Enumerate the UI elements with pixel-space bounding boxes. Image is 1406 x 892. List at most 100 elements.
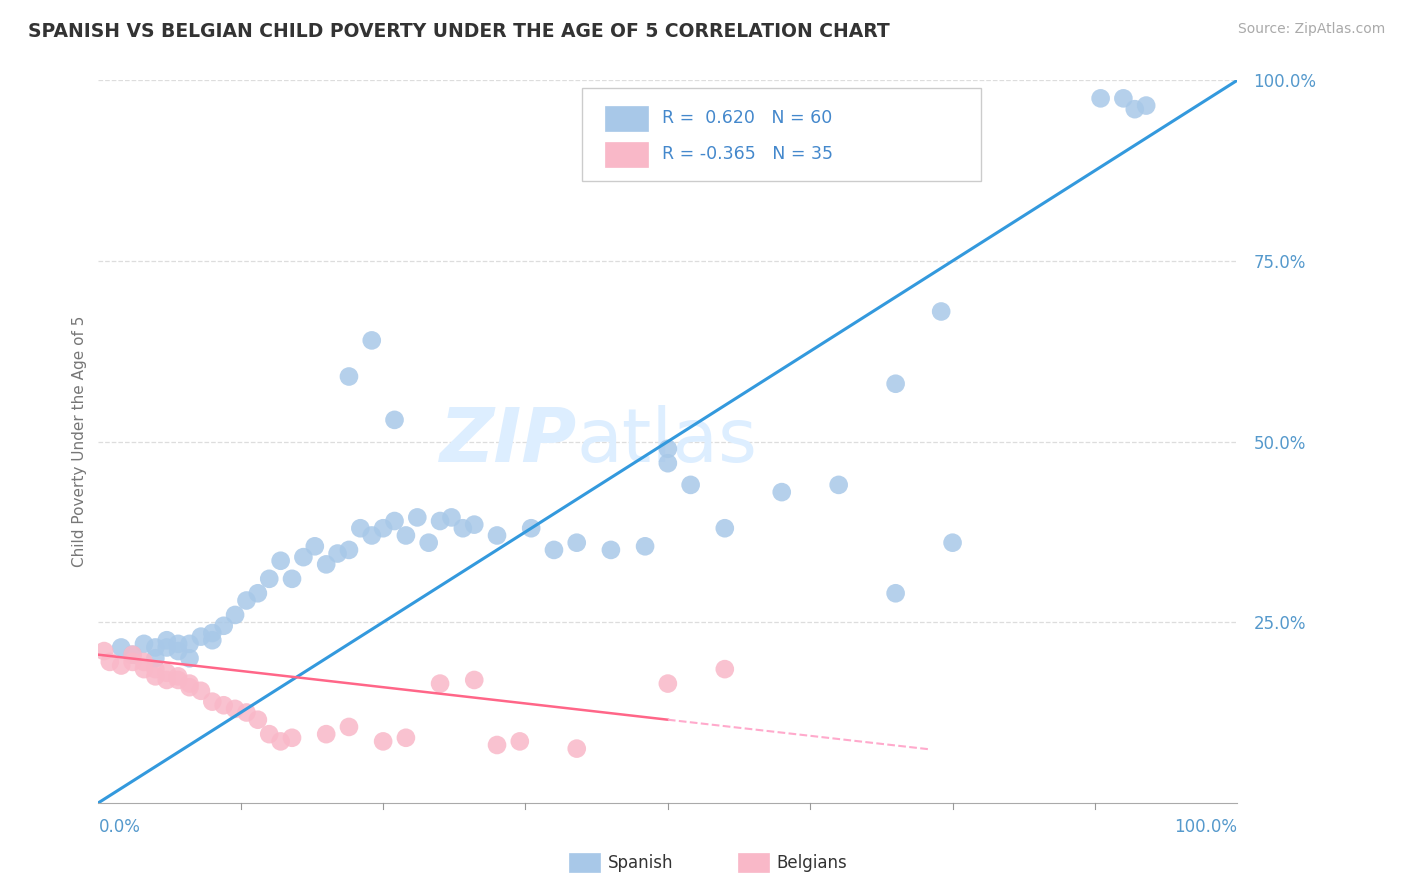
Point (212, 619, 235, 633)
Point (1123, 102, 1146, 116)
Point (179, 680, 201, 694)
Point (565, 535, 588, 549)
Point (167, 673, 190, 687)
Point (349, 521, 371, 535)
Point (929, 304, 952, 318)
Point (167, 644, 190, 658)
Point (360, 334, 382, 348)
Point (463, 517, 485, 532)
Point (121, 648, 143, 662)
Point (486, 528, 509, 542)
FancyBboxPatch shape (582, 87, 981, 181)
Point (93, 644, 115, 658)
Point (201, 695, 224, 709)
Point (371, 521, 394, 535)
Point (429, 676, 451, 690)
Point (326, 547, 349, 561)
Point (657, 442, 679, 456)
Point (246, 586, 269, 600)
Point (235, 593, 257, 607)
Text: Belgians: Belgians (776, 854, 846, 871)
Point (463, 673, 485, 687)
Point (440, 510, 463, 524)
Point (179, 651, 201, 665)
Point (1112, 91, 1135, 105)
Point (828, 478, 851, 492)
Point (657, 676, 679, 690)
Point (132, 637, 155, 651)
Point (520, 521, 543, 535)
Point (259, 572, 281, 586)
Point (224, 607, 246, 622)
Point (132, 662, 155, 676)
Text: Source: ZipAtlas.com: Source: ZipAtlas.com (1237, 22, 1385, 37)
Point (281, 572, 304, 586)
Point (1090, 91, 1112, 105)
Point (145, 662, 167, 676)
Point (156, 640, 179, 655)
Point (884, 376, 907, 391)
Point (156, 673, 179, 687)
Point (179, 637, 201, 651)
Point (270, 734, 292, 748)
Point (212, 698, 235, 713)
Text: R = -0.365   N = 35: R = -0.365 N = 35 (662, 145, 834, 163)
Point (304, 539, 326, 553)
Point (270, 554, 292, 568)
Point (110, 658, 132, 673)
Point (679, 478, 702, 492)
Point (121, 655, 143, 669)
Point (371, 734, 394, 748)
Point (167, 669, 190, 683)
Point (451, 521, 474, 535)
Point (190, 683, 212, 698)
FancyBboxPatch shape (605, 142, 648, 167)
Point (121, 648, 143, 662)
Point (337, 369, 360, 384)
Point (600, 542, 623, 557)
Point (179, 676, 201, 690)
Point (634, 539, 657, 553)
Point (132, 655, 155, 669)
FancyBboxPatch shape (605, 105, 648, 131)
Point (167, 637, 190, 651)
Point (337, 542, 360, 557)
Point (395, 731, 418, 745)
Point (145, 669, 167, 683)
Point (714, 521, 737, 535)
Point (429, 514, 451, 528)
Point (292, 550, 315, 565)
Point (395, 528, 418, 542)
Point (337, 720, 360, 734)
Point (384, 413, 406, 427)
Text: R =  0.620   N = 60: R = 0.620 N = 60 (662, 109, 832, 127)
Point (714, 662, 737, 676)
Point (246, 713, 269, 727)
Point (235, 706, 257, 720)
Point (543, 542, 565, 557)
Point (190, 630, 212, 644)
Point (201, 626, 224, 640)
Point (98, 655, 121, 669)
Point (384, 514, 406, 528)
Point (565, 741, 588, 756)
Point (770, 485, 793, 500)
Point (145, 640, 167, 655)
Point (418, 535, 440, 549)
Point (201, 633, 224, 648)
Point (406, 510, 429, 524)
Point (315, 727, 337, 741)
Point (360, 528, 382, 542)
Text: 0.0%: 0.0% (98, 818, 141, 836)
Point (1135, 98, 1157, 112)
Text: Spanish: Spanish (607, 854, 673, 871)
Point (281, 731, 304, 745)
Point (884, 586, 907, 600)
Text: atlas: atlas (576, 405, 758, 478)
Point (509, 734, 531, 748)
Point (486, 738, 509, 752)
Y-axis label: Child Poverty Under the Age of 5: Child Poverty Under the Age of 5 (72, 316, 87, 567)
Point (259, 727, 281, 741)
Point (156, 633, 179, 648)
Point (156, 665, 179, 680)
